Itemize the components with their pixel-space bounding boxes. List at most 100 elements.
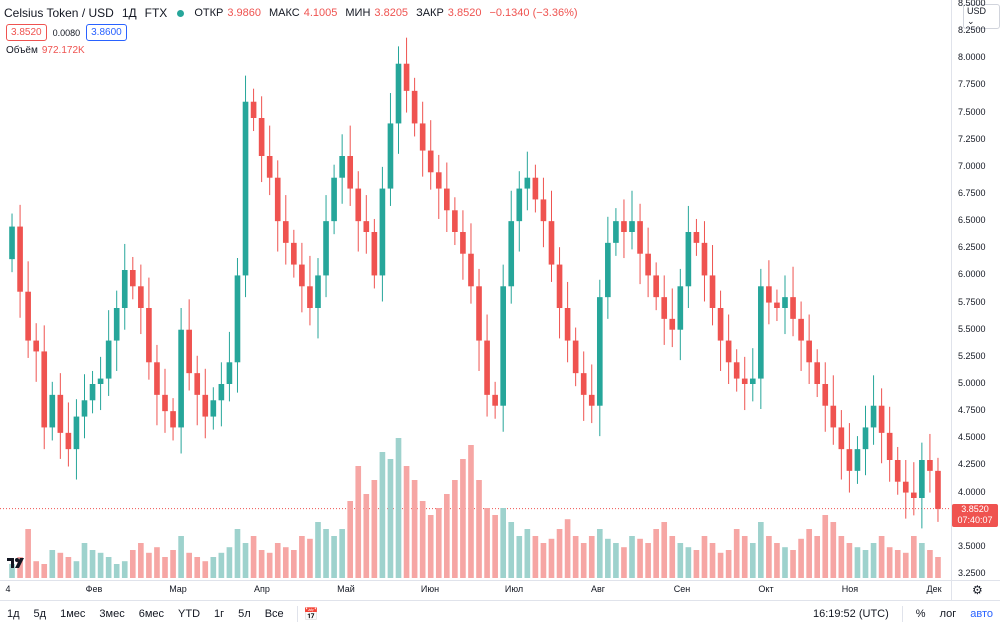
candle-body — [170, 411, 176, 428]
price-tick-label: 7.7500 — [958, 79, 986, 90]
volume-bar — [508, 522, 515, 578]
volume-bar — [709, 543, 716, 578]
candle-body — [146, 308, 152, 363]
range-button[interactable]: 3мес — [99, 607, 125, 620]
volume-bar — [435, 508, 442, 578]
candle-body — [862, 427, 869, 450]
candle-body — [379, 188, 386, 276]
candle-body — [65, 432, 72, 450]
candle-body — [476, 286, 482, 341]
volume-bar — [371, 480, 378, 578]
candle-body — [725, 340, 732, 363]
volume-bar — [9, 564, 15, 578]
open-value: 3.9860 — [227, 7, 261, 19]
divider — [296, 605, 298, 622]
candlestick-chart[interactable] — [0, 0, 951, 580]
time-tick-label: Июн — [420, 584, 440, 594]
time-scale[interactable] — [0, 580, 951, 600]
range-button[interactable]: YTD — [178, 607, 201, 620]
volume-bar — [274, 543, 281, 578]
volume-bar — [403, 466, 410, 578]
candle-body — [709, 275, 716, 308]
candle-body — [178, 329, 184, 428]
candle-body — [371, 232, 378, 276]
range-button[interactable]: 5д — [33, 607, 47, 620]
volume-bar — [178, 536, 184, 578]
date-range-icon[interactable]: 📅 — [303, 606, 319, 621]
candle-body — [669, 318, 676, 330]
volume-bar — [556, 529, 563, 578]
volume-bar — [717, 552, 724, 578]
buy-button[interactable]: 3.8600 — [86, 24, 127, 41]
range-button[interactable]: 1г — [214, 607, 225, 620]
price-tick-label: 4.7500 — [958, 405, 986, 416]
candle-body — [846, 449, 853, 471]
volume-bar — [194, 557, 201, 578]
volume-bar — [621, 547, 627, 578]
candle-body — [242, 101, 249, 276]
bottom-right-controls: 16:19:52 (UTC) % лог авто — [806, 605, 1000, 622]
volume-bar — [81, 543, 88, 578]
volume-bar — [580, 543, 587, 578]
range-button[interactable]: 6мес — [138, 607, 165, 620]
candle-body — [274, 177, 281, 222]
low-label: МИН — [345, 7, 371, 19]
interval-label[interactable]: 1Д — [121, 6, 137, 20]
range-button[interactable]: 1д — [7, 607, 20, 620]
chart-pane[interactable]: Celsius Token / USD 1Д FTX ОТКР 3.9860 М… — [0, 0, 951, 580]
volume-bar — [637, 538, 643, 578]
volume-bar — [331, 536, 337, 578]
log-toggle[interactable]: лог — [939, 607, 957, 620]
volume-bar — [266, 552, 273, 578]
candle-body — [234, 275, 241, 363]
volume-bar — [548, 538, 555, 578]
volume-bar — [33, 561, 39, 578]
price-tick-label: 6.2500 — [958, 242, 986, 253]
candle-body — [798, 318, 804, 341]
chevron-down-icon: ⌄ — [967, 16, 975, 26]
volume-bar — [97, 552, 104, 578]
percent-toggle[interactable]: % — [915, 607, 926, 620]
settings-gear-icon[interactable]: ⚙ — [972, 583, 983, 597]
candle-body — [548, 221, 555, 265]
price-tick-label: 8.0000 — [958, 52, 986, 63]
candle-body — [830, 405, 837, 428]
volume-bar — [798, 538, 804, 578]
candle-body — [596, 297, 603, 406]
currency-select[interactable]: USD ⌄ — [963, 4, 1000, 29]
volume-bar — [564, 519, 571, 578]
sell-button[interactable]: 3.8520 — [6, 24, 47, 41]
candle-body — [307, 286, 313, 308]
tradingview-logo-icon[interactable] — [6, 554, 26, 572]
candle-body — [701, 242, 708, 276]
range-button[interactable]: Все — [264, 607, 284, 620]
open-label: ОТКР — [194, 7, 224, 19]
candle-body — [564, 308, 571, 341]
volume-legend[interactable]: Объём 972.172K — [6, 45, 85, 56]
candle-body — [532, 177, 539, 200]
candle-body — [902, 481, 909, 493]
high-value: 4.1005 — [303, 7, 338, 19]
range-button[interactable]: 5л — [238, 607, 251, 620]
clock-label[interactable]: 16:19:52 (UTC) — [812, 607, 889, 620]
candle-body — [339, 156, 345, 178]
price-scale[interactable] — [951, 0, 1000, 580]
volume-bar — [725, 550, 732, 578]
candle-body — [226, 362, 233, 384]
price-tick-label: 8.2500 — [958, 25, 986, 36]
volume-bar — [782, 547, 788, 578]
volume-bar — [749, 543, 756, 578]
volume-bar — [315, 522, 321, 578]
candle-body — [460, 232, 466, 254]
auto-toggle[interactable]: авто — [970, 607, 993, 620]
volume-bar — [355, 466, 362, 578]
candle-body — [355, 188, 362, 222]
volume-bar — [572, 536, 579, 578]
volume-bar — [814, 536, 821, 578]
symbol-name[interactable]: Celsius Token / USD — [4, 6, 114, 20]
volume-bar — [894, 550, 901, 578]
volume-bar — [202, 561, 209, 578]
range-button[interactable]: 1мес — [60, 607, 86, 620]
candle-body — [33, 340, 39, 352]
candle-body — [89, 384, 96, 401]
